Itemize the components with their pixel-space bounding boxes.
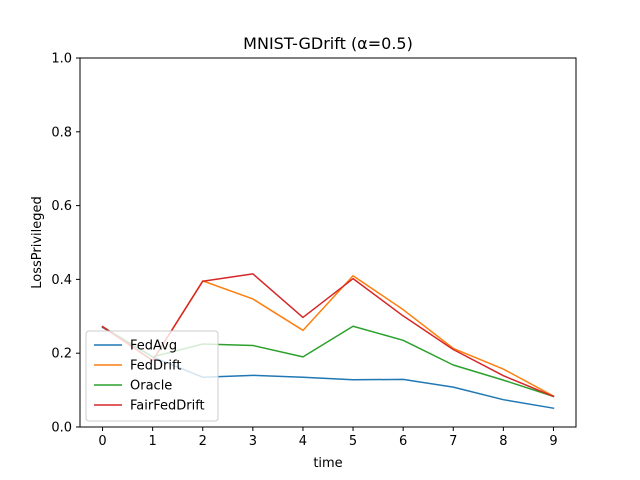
y-tick-label: 0.0	[51, 421, 72, 436]
legend-label-feddrift: FedDrift	[130, 359, 181, 374]
x-tick-label: 1	[149, 434, 157, 449]
y-tick-label: 0.2	[51, 347, 72, 362]
y-tick-label: 1.0	[51, 52, 72, 67]
legend-box	[85, 330, 219, 422]
plot-area-frame	[79, 57, 577, 428]
x-tick-label: 3	[249, 434, 257, 449]
x-tick-label: 0	[98, 434, 106, 449]
series-line-fairfeddrift	[101, 273, 555, 398]
y-axis-label: LossPrivileged	[30, 196, 45, 289]
x-tick-label: 5	[349, 434, 357, 449]
x-tick-label: 9	[549, 434, 557, 449]
legend: FedAvg FedDrift Oracle FairFedDrift	[85, 330, 219, 422]
x-tick-label: 8	[499, 434, 507, 449]
x-tick-label: 7	[449, 434, 457, 449]
y-tick-label: 0.4	[51, 273, 72, 288]
y-tick-label: 0.6	[51, 199, 72, 214]
x-tick-label: 4	[299, 434, 307, 449]
y-axis-ticks: 0.0 0.2 0.4 0.6 0.8 1.0	[51, 52, 80, 436]
y-tick-label: 0.8	[51, 125, 72, 140]
x-tick-label: 6	[399, 434, 407, 449]
legend-label-oracle: Oracle	[130, 379, 172, 394]
chart-title: MNIST-GDrift (α=0.5)	[243, 34, 413, 53]
legend-label-fedavg: FedAvg	[130, 339, 177, 354]
x-axis-ticks: 0 1 2 3 4 5 6 7 8 9	[98, 427, 558, 449]
x-tick-label: 2	[199, 434, 207, 449]
x-axis-label: time	[313, 456, 342, 471]
legend-label-fairfeddrift: FairFedDrift	[130, 399, 205, 414]
